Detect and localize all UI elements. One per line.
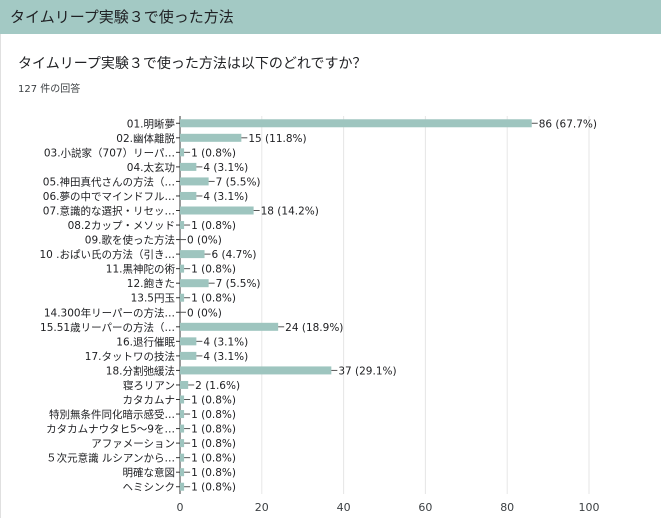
value-label: 1 (0.8%) [191,409,236,421]
category-label: 明確な意図 [123,466,176,479]
category-label: 02.幽体離脱 [116,132,175,145]
value-label: 1 (0.8%) [191,147,236,159]
value-label: 1 (0.8%) [191,467,236,479]
value-label: 1 (0.8%) [191,220,236,232]
value-label: 1 (0.8%) [191,395,236,407]
category-label: 13.5円玉 [131,293,175,305]
category-label: 特別無条件同化暗示感受… [49,408,175,421]
x-tick-label: 100 [579,501,600,514]
bar[interactable] [180,410,185,419]
bar[interactable] [180,322,279,331]
value-label: 1 (0.8%) [191,482,236,494]
value-label: 7 (5.5%) [216,176,261,188]
bar[interactable] [180,395,185,404]
value-label: 18 (14.2%) [261,206,319,218]
bar[interactable] [180,162,197,171]
value-label: 24 (18.9%) [285,322,343,334]
category-label: 06.夢の中でマインドフル… [43,190,175,203]
category-label: 11.黒神陀の術 [106,263,176,276]
value-label: 4 (3.1%) [203,162,248,174]
bar[interactable] [180,424,185,433]
category-label: 16.退行催眠 [116,335,175,348]
value-label: 4 (3.1%) [203,351,248,363]
category-label: 15.51歳リーパーの方法（… [40,321,175,334]
value-label: 1 (0.8%) [191,453,236,465]
x-tick-label: 0 [177,501,184,514]
header-bar: タイムリープ実験３で使った方法 [0,0,661,34]
value-label: 1 (0.8%) [191,264,236,276]
category-label: アファメーション [91,438,175,450]
bar[interactable] [180,264,185,273]
bar[interactable] [180,293,185,302]
bar[interactable] [180,482,185,491]
bar[interactable] [180,191,197,200]
category-label: 12.飽きた [127,277,175,290]
category-label: 09.歌を使った方法 [85,234,175,247]
value-label: 37 (29.1%) [338,365,396,377]
value-label: 6 (4.7%) [212,249,257,261]
category-label: 14.300年リーパーの方法… [44,306,175,319]
question-card [0,34,661,518]
x-tick-label: 80 [500,501,514,514]
category-label: 17.タットワの技法 [85,350,175,363]
value-label: 7 (5.5%) [216,278,261,290]
value-label: 0 (0%) [187,307,222,319]
x-tick-label: 60 [418,501,432,514]
bar[interactable] [180,468,185,477]
value-label: 86 (67.7%) [539,118,597,130]
bar[interactable] [180,279,209,288]
value-label: 15 (11.8%) [248,133,306,145]
category-label: 05.神田真代さんの方法（… [43,175,175,188]
value-label: 0 (0%) [187,235,222,247]
category-label: カタカムナウタヒ5〜9を… [46,424,175,436]
bar[interactable] [180,177,209,186]
value-label: 2 (1.6%) [195,380,240,392]
section-title: タイムリープ実験３で使った方法 [10,8,234,26]
question-title: タイムリープ実験３で使った方法は以下のどれですか？ [18,56,367,72]
category-label: 01.明晰夢 [127,117,175,130]
bar[interactable] [180,380,189,389]
response-count: 127 件の回答 [18,84,81,95]
bar[interactable] [180,439,185,448]
category-label: 04.太玄功 [127,161,175,174]
category-label: 寝ろリアン [123,379,175,392]
category-label: 07.意識的な選択・リセッ… [43,205,175,218]
value-label: 1 (0.8%) [191,438,236,450]
bar[interactable] [180,250,205,259]
bar[interactable] [180,119,532,128]
value-label: 1 (0.8%) [191,293,236,305]
bar[interactable] [180,351,197,360]
category-label: 08.2カップ・メソッド [68,220,175,232]
x-tick-label: 20 [255,501,269,514]
category-label: カタカムナ [123,395,176,407]
value-label: 1 (0.8%) [191,424,236,436]
category-label: 18.分割弛緩法 [106,364,175,377]
bar[interactable] [180,206,254,215]
bar[interactable] [180,148,185,157]
category-label: ヘミシンク [123,482,176,494]
bar[interactable] [180,453,185,462]
category-label: ５次元意識 ルシアンから… [46,452,175,465]
bar[interactable] [180,133,242,142]
category-label: 03.小説家（707）リーパ… [44,146,175,159]
value-label: 4 (3.1%) [203,336,248,348]
bar[interactable] [180,366,332,375]
category-label: 10 .おぱい氏の方法（引き… [39,248,175,261]
value-label: 4 (3.1%) [203,191,248,203]
bar[interactable] [180,337,197,346]
x-tick-label: 40 [337,501,351,514]
bar[interactable] [180,221,185,230]
